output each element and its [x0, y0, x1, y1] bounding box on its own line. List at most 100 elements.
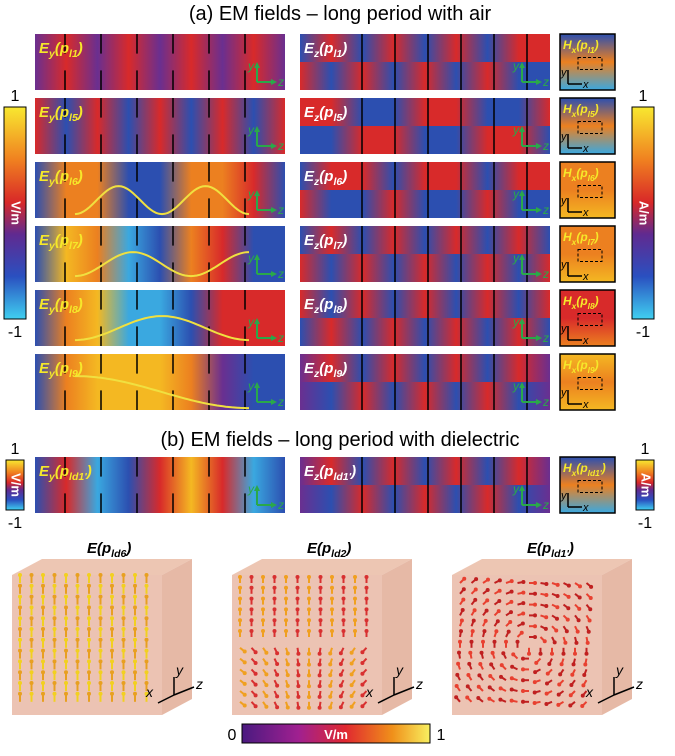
arrow-tip	[307, 706, 311, 710]
arrow-tip	[286, 662, 290, 666]
arrow-tip	[543, 639, 547, 643]
arrow-tip	[296, 684, 300, 688]
arrow-tip	[41, 605, 45, 609]
arrow-tip	[510, 579, 514, 583]
arrow-tip	[53, 627, 57, 631]
label-part: )	[340, 296, 347, 313]
arrow-tip	[110, 659, 114, 663]
label-part: E(p	[87, 540, 111, 557]
arrow-tip	[264, 672, 268, 676]
label-part: )	[340, 104, 347, 121]
arrow-tip	[296, 695, 300, 699]
arrow-tip	[360, 661, 364, 665]
arrow-tip	[122, 692, 126, 696]
arrow-tip	[465, 696, 469, 700]
label-part: H	[563, 102, 572, 116]
arrow-tip	[328, 695, 332, 699]
colorbar-unit: A/m	[639, 473, 654, 498]
arrow-tip	[250, 629, 254, 633]
arrow-tip	[544, 604, 548, 608]
arrow-tip	[296, 586, 300, 590]
arrow-tip	[501, 651, 505, 655]
arrow-tip	[30, 670, 34, 674]
arrow-tip	[64, 649, 68, 653]
axis-label: z	[542, 75, 549, 89]
axis-label: z	[277, 498, 284, 512]
arrow-tip	[353, 597, 357, 601]
arrow-tip	[296, 618, 300, 622]
arrow-tip	[569, 693, 573, 697]
axis-label: x	[582, 335, 589, 347]
arrow-tip	[76, 605, 80, 609]
arrow-tip	[110, 681, 114, 685]
label-part: H	[563, 38, 572, 52]
arrow-tip	[353, 586, 357, 590]
arrow-tip	[286, 673, 290, 677]
arrow-tip	[587, 630, 591, 634]
arrow-tip	[133, 584, 137, 588]
arrow-tip	[87, 584, 91, 588]
arrow-tip	[489, 662, 493, 666]
colorbar-max: 1	[11, 441, 20, 458]
arrow-tip	[18, 692, 22, 696]
arrow-tip	[122, 627, 126, 631]
arrow-tip	[544, 627, 548, 631]
arrow-tip	[122, 670, 126, 674]
label-part: ld1'	[551, 548, 569, 560]
arrow-tip	[145, 649, 149, 653]
arrow-tip	[18, 573, 22, 577]
axis-label: z	[415, 676, 423, 692]
arrow-tip	[318, 684, 322, 688]
arrow-tip	[254, 650, 258, 654]
arrow-tip	[350, 672, 354, 676]
arrow-tip	[557, 682, 561, 686]
arrow-tip	[557, 693, 561, 697]
arrow-tip	[261, 618, 265, 622]
arrow-tip	[76, 692, 80, 696]
arrow-tip	[581, 694, 585, 698]
arrow-tip	[30, 627, 34, 631]
label-part: (p	[55, 296, 69, 313]
arrow-tip	[307, 618, 311, 622]
arrow-tip	[521, 667, 525, 671]
arrow-tip	[365, 575, 369, 579]
axis-label: x	[582, 502, 589, 514]
label-part: l1	[333, 48, 342, 60]
arrow-tip	[510, 676, 514, 680]
arrow-tip	[477, 685, 481, 689]
arrow-tip	[556, 703, 560, 707]
arrow-tip	[509, 600, 513, 604]
label-part: l6	[69, 176, 78, 188]
arrow-tip	[562, 652, 566, 656]
arrow-tip	[296, 652, 300, 656]
arrow-tip	[342, 607, 346, 611]
arrow-tip	[264, 694, 268, 698]
arrow-tip	[319, 629, 323, 633]
arrow-tip	[307, 673, 311, 677]
arrow-tip	[87, 649, 91, 653]
arrow-tip	[254, 683, 258, 687]
label-part: )	[340, 232, 347, 249]
label-part: (p	[576, 461, 587, 475]
axis-label: z	[277, 395, 284, 409]
arrow-tip	[499, 686, 503, 690]
arrow-tip	[365, 618, 369, 622]
arrow-tip	[521, 601, 525, 605]
arrow-tip	[243, 660, 247, 664]
arrow-tip	[454, 695, 458, 699]
arrow-tip	[534, 661, 538, 665]
arrow-tip	[455, 684, 459, 688]
label-part: (p	[55, 40, 69, 57]
arrow-tip	[545, 682, 549, 686]
axis-label: z	[542, 498, 549, 512]
arrow-tip	[508, 620, 512, 624]
section-b-title: (b) EM fields – long period with dielect…	[160, 429, 519, 451]
arrow-tip	[510, 688, 514, 692]
arrow-tip	[275, 705, 279, 709]
axis-label: z	[542, 395, 549, 409]
axis-label: y	[247, 59, 255, 73]
arrow-tip	[476, 696, 480, 700]
arrow-tip	[477, 673, 481, 677]
arrow-tip	[284, 575, 288, 579]
arrow-tip	[478, 662, 482, 666]
